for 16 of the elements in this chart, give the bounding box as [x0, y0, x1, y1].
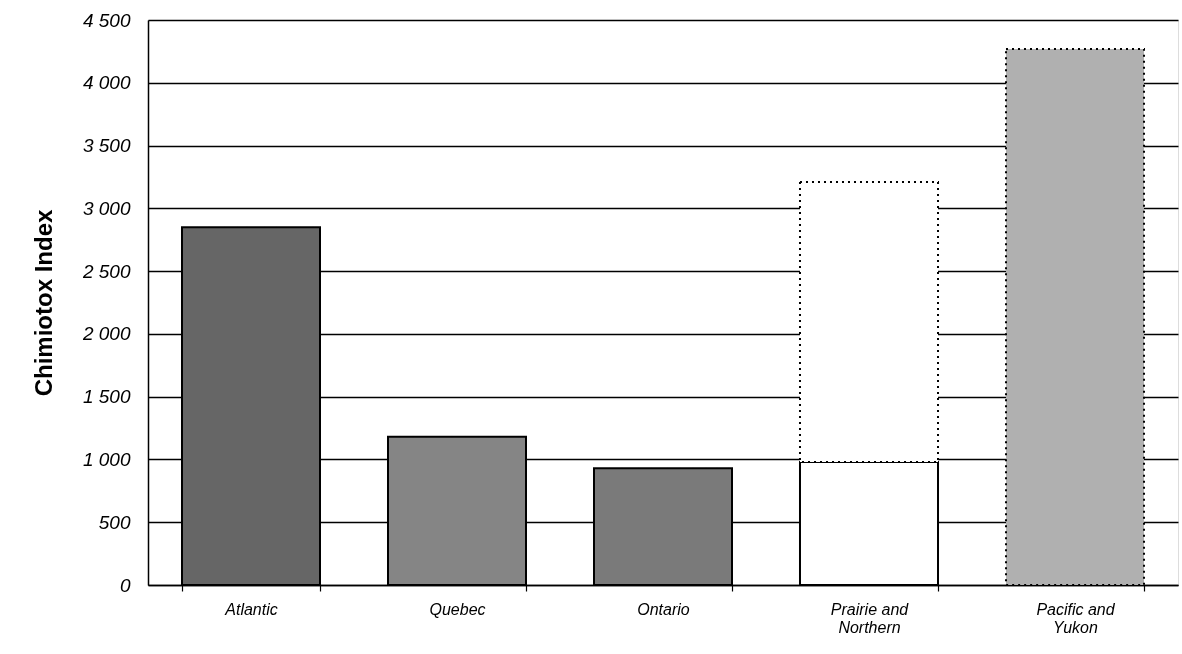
- y-tick-label: 3 000: [82, 197, 131, 219]
- y-tick-label: 0: [119, 574, 131, 596]
- x-tick-label: Quebec: [429, 600, 486, 618]
- y-tick-label: 500: [98, 511, 131, 533]
- y-tick-label: 2 500: [81, 260, 131, 282]
- x-tick-label: Prairie and Northern: [830, 600, 910, 636]
- x-tick-label: Pacific and Yukon: [1036, 600, 1116, 636]
- y-tick-label: 2 000: [81, 323, 131, 345]
- y-tick-label: 1 000: [82, 448, 131, 470]
- x-tick-label: Atlantic: [224, 600, 278, 618]
- x-tick-label: Ontario: [637, 600, 690, 618]
- y-tick-label: 4 000: [82, 72, 131, 94]
- y-tick-label: 1 500: [82, 386, 131, 408]
- y-axis-title: Chimiotox Index: [29, 209, 57, 397]
- y-tick-label: 3 500: [82, 135, 131, 157]
- y-tick-label: 4 500: [82, 9, 131, 31]
